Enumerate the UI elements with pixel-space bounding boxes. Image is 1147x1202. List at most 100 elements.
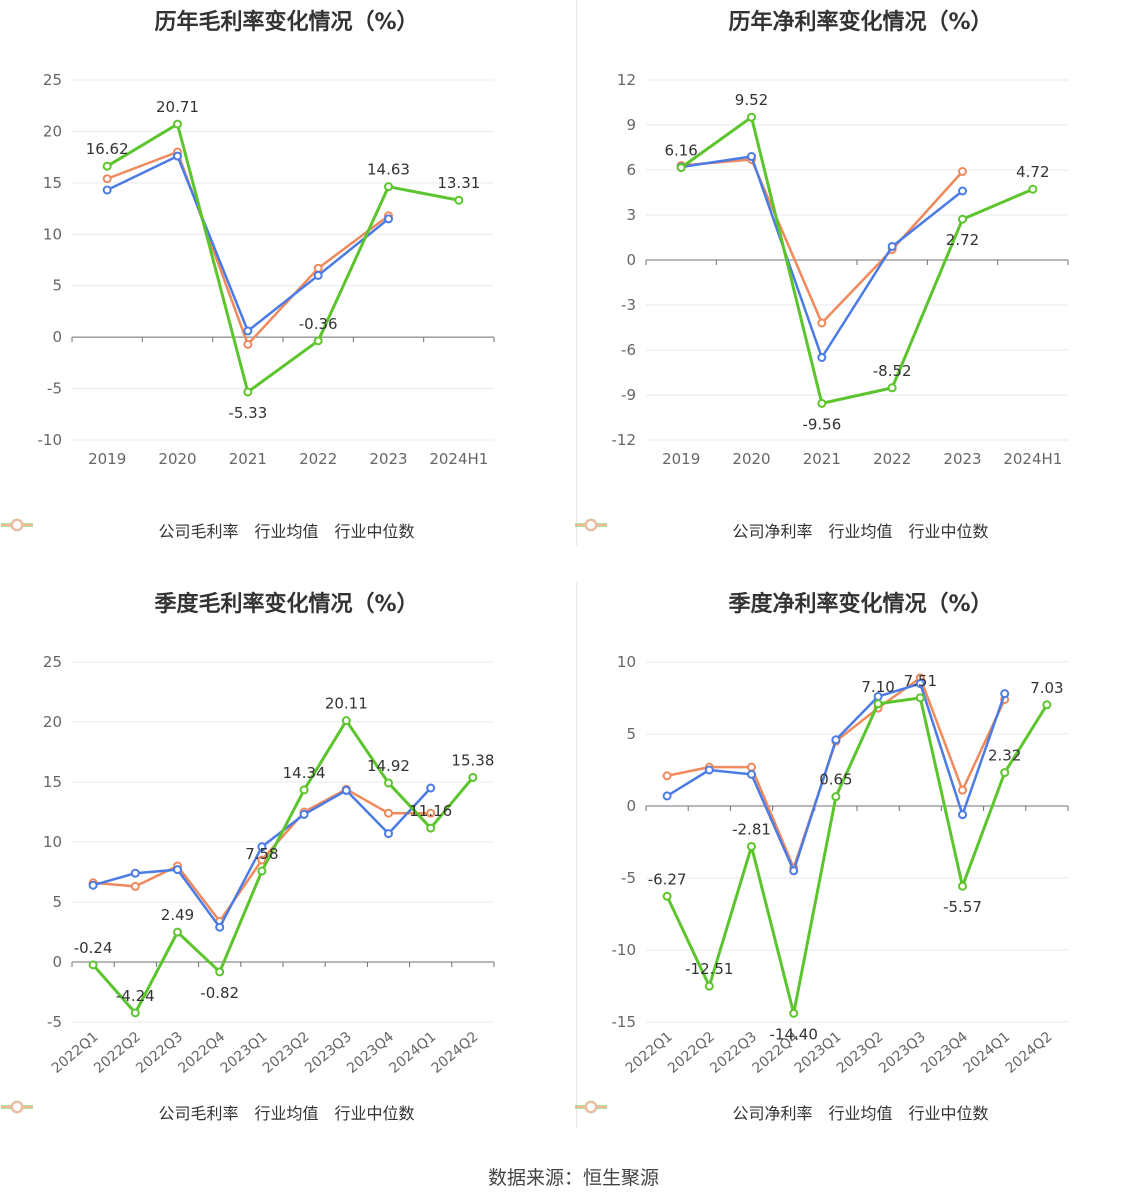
data-point-company[interactable] xyxy=(1000,768,1010,778)
data-point-industry-avg[interactable] xyxy=(958,186,967,196)
data-point-industry-avg[interactable] xyxy=(831,735,841,745)
y-tick-label: 0 xyxy=(52,328,62,346)
data-point-industry-avg[interactable] xyxy=(747,769,756,779)
legend-industry-avg[interactable]: 行业均值 xyxy=(1,518,319,542)
data-point-industry-median[interactable] xyxy=(747,762,756,772)
data-point-company[interactable] xyxy=(173,927,182,937)
data-point-company[interactable] xyxy=(662,891,672,901)
chart-title: 季度毛利率变化情况（%） xyxy=(154,592,419,617)
panel-divider-top xyxy=(576,0,577,546)
data-point-company[interactable] xyxy=(88,960,98,970)
data-label: 14.63 xyxy=(367,161,410,179)
data-point-company[interactable] xyxy=(747,841,756,851)
data-point-company[interactable] xyxy=(676,163,686,173)
data-point-industry-median[interactable] xyxy=(662,771,672,781)
data-point-company[interactable] xyxy=(130,1008,140,1018)
y-tick-label: 20 xyxy=(43,122,62,140)
data-point-company[interactable] xyxy=(384,182,393,192)
legend-industry-median[interactable]: 行业中位数 xyxy=(575,518,989,542)
data-point-company[interactable] xyxy=(173,119,182,129)
x-tick-label: 2023Q4 xyxy=(918,1029,971,1077)
data-point-industry-avg[interactable] xyxy=(915,679,925,689)
data-point-industry-avg[interactable] xyxy=(102,185,112,195)
data-point-industry-avg[interactable] xyxy=(789,866,799,876)
legend-company[interactable]: 公司毛利率 xyxy=(1,1100,238,1124)
data-point-company[interactable] xyxy=(887,383,897,393)
y-tick-label: -10 xyxy=(612,941,637,959)
data-point-industry-avg[interactable] xyxy=(173,151,182,161)
data-point-company[interactable] xyxy=(257,866,267,876)
legend-industry-avg[interactable]: 行业均值 xyxy=(575,1100,893,1124)
y-tick-label: 20 xyxy=(43,713,62,731)
data-point-company[interactable] xyxy=(958,881,967,891)
data-point-industry-avg[interactable] xyxy=(88,880,98,890)
data-point-company[interactable] xyxy=(789,1008,799,1018)
data-point-industry-avg[interactable] xyxy=(747,152,756,161)
chart-plot: -15-10-505102022Q12022Q22022Q32022Q42023… xyxy=(612,653,1069,1077)
data-point-company[interactable] xyxy=(747,112,756,122)
legend-industry-median[interactable]: 行业中位数 xyxy=(1,518,415,542)
data-point-industry-median[interactable] xyxy=(817,318,827,328)
data-point-industry-median[interactable] xyxy=(384,808,393,818)
data-point-company[interactable] xyxy=(299,785,309,795)
data-point-industry-avg[interactable] xyxy=(426,783,436,793)
data-point-company[interactable] xyxy=(243,387,253,397)
data-point-industry-avg[interactable] xyxy=(257,842,267,852)
legend-company[interactable]: 公司净利率 xyxy=(575,518,812,542)
data-point-company[interactable] xyxy=(704,981,714,991)
data-point-industry-avg[interactable] xyxy=(704,765,714,775)
data-point-industry-median[interactable] xyxy=(243,339,253,349)
data-point-industry-avg[interactable] xyxy=(817,353,827,362)
data-point-industry-avg[interactable] xyxy=(130,868,140,878)
data-label: 2.72 xyxy=(946,231,979,249)
data-point-company[interactable] xyxy=(454,195,464,205)
data-label: -6.27 xyxy=(648,870,687,888)
legend-industry-avg[interactable]: 行业均值 xyxy=(1,1100,319,1124)
data-point-industry-avg[interactable] xyxy=(341,785,351,795)
legend-industry-avg-label: 行业均值 xyxy=(828,522,893,541)
data-point-industry-avg[interactable] xyxy=(384,829,393,839)
data-point-industry-median[interactable] xyxy=(257,855,267,865)
annual-net-margin-chart: 历年净利率变化情况（%） -12 -9 -6 -3 0 3 6 9 12 2019 2020 2021… xyxy=(574,0,1147,580)
data-point-company[interactable] xyxy=(817,398,827,408)
data-point-company[interactable] xyxy=(384,778,393,788)
legend-company[interactable]: 公司毛利率 xyxy=(1,518,238,542)
data-point-company[interactable] xyxy=(215,967,225,977)
data-point-industry-median[interactable] xyxy=(102,174,112,184)
data-point-company[interactable] xyxy=(102,161,112,171)
y-tick-label: 12 xyxy=(617,71,636,89)
data-point-company[interactable] xyxy=(426,823,436,833)
data-point-industry-avg[interactable] xyxy=(243,326,253,336)
data-point-company[interactable] xyxy=(915,693,925,703)
legend-industry-median[interactable]: 行业中位数 xyxy=(1,1100,415,1124)
data-point-industry-avg[interactable] xyxy=(887,242,897,251)
legend-industry-median[interactable]: 行业中位数 xyxy=(575,1100,989,1124)
data-point-industry-avg[interactable] xyxy=(662,791,672,801)
data-point-industry-median[interactable] xyxy=(313,263,323,273)
data-point-industry-avg[interactable] xyxy=(958,810,967,820)
data-point-industry-avg[interactable] xyxy=(215,922,225,932)
legend-industry-avg[interactable]: 行业均值 xyxy=(575,518,893,542)
data-point-company[interactable] xyxy=(873,699,883,709)
data-point-company[interactable] xyxy=(313,336,323,346)
data-point-industry-avg[interactable] xyxy=(299,809,309,819)
data-point-industry-avg[interactable] xyxy=(1000,689,1010,699)
data-point-industry-median[interactable] xyxy=(958,167,967,176)
data-point-industry-median[interactable] xyxy=(958,785,967,795)
data-point-industry-avg[interactable] xyxy=(384,214,393,224)
data-label: 4.72 xyxy=(1016,163,1049,181)
data-point-company[interactable] xyxy=(341,716,351,726)
data-point-company[interactable] xyxy=(831,792,841,802)
data-point-industry-median[interactable] xyxy=(426,808,436,818)
data-label: -2.81 xyxy=(732,820,771,838)
data-point-company[interactable] xyxy=(1028,184,1038,194)
data-point-company[interactable] xyxy=(468,772,478,782)
y-tick-label: -5 xyxy=(47,1013,62,1031)
legend-company[interactable]: 公司净利率 xyxy=(575,1100,812,1124)
data-point-industry-avg[interactable] xyxy=(313,270,323,280)
data-point-industry-avg[interactable] xyxy=(173,865,182,875)
data-point-company[interactable] xyxy=(1042,700,1052,710)
data-point-industry-median[interactable] xyxy=(130,881,140,891)
data-point-company[interactable] xyxy=(958,214,967,224)
chart-plot: -12 -9 -6 -3 0 3 6 9 12 2019 2020 2021 2022 2023 2024H… xyxy=(612,71,1069,468)
